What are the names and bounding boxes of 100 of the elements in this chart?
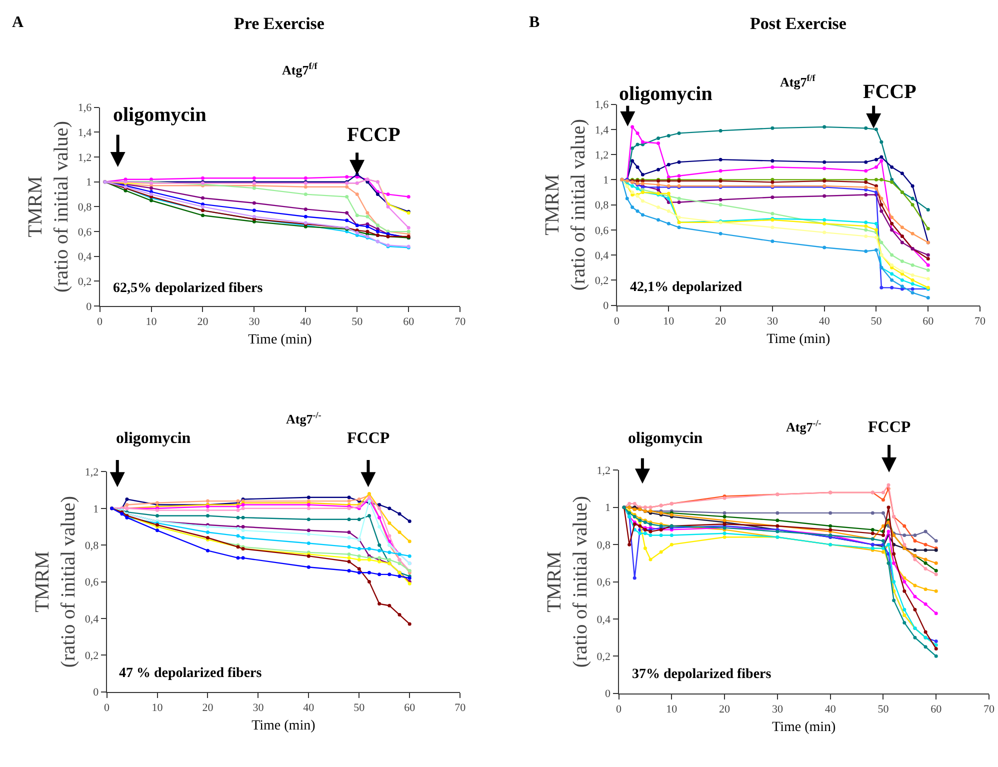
x-tick-label: 50 <box>878 704 890 716</box>
point <box>386 204 390 208</box>
point <box>902 534 906 538</box>
point <box>388 572 392 576</box>
point <box>913 539 917 543</box>
point <box>406 226 410 230</box>
x-tick-label: 70 <box>984 704 996 716</box>
point <box>357 570 361 574</box>
point <box>910 273 914 277</box>
point <box>890 165 894 169</box>
point <box>880 140 884 144</box>
x-tick-label: 50 <box>354 702 366 714</box>
point <box>366 214 370 218</box>
x-tick-label: 10 <box>152 702 164 714</box>
point <box>630 146 634 150</box>
y-tick-label: 0 <box>605 688 612 700</box>
y-axis-title: TMRM (ratio of initial value) <box>543 496 592 668</box>
y-tick-label: 0 <box>93 686 100 699</box>
point <box>910 203 914 207</box>
point <box>306 506 310 510</box>
point <box>306 528 310 532</box>
point <box>776 518 780 522</box>
point <box>934 572 938 576</box>
point <box>656 218 660 222</box>
y-tick-label: 0,4 <box>594 250 610 262</box>
point <box>643 532 647 536</box>
point <box>718 203 722 207</box>
point <box>880 178 884 182</box>
point <box>150 186 154 190</box>
point <box>722 535 726 539</box>
point <box>913 584 917 588</box>
point <box>722 514 726 518</box>
point <box>150 198 154 202</box>
point <box>367 580 371 584</box>
point <box>366 211 370 215</box>
point <box>640 213 644 217</box>
point <box>398 562 402 566</box>
point <box>636 165 640 169</box>
x-tick-label: 40 <box>303 702 315 714</box>
point <box>880 155 884 159</box>
point <box>125 497 129 501</box>
point <box>870 528 874 532</box>
text: Post Exercise <box>750 14 847 33</box>
y-tick-label: 1 <box>605 502 611 514</box>
point <box>913 636 917 640</box>
point <box>900 284 904 288</box>
point <box>648 534 652 538</box>
point <box>902 608 906 612</box>
point <box>874 222 878 226</box>
point <box>822 160 826 164</box>
point <box>910 282 914 286</box>
point <box>864 169 868 173</box>
x-axis-title: Time (min) <box>772 720 836 735</box>
point <box>206 548 210 552</box>
point <box>924 587 928 591</box>
point <box>378 572 382 576</box>
point <box>886 483 890 487</box>
point <box>388 521 392 525</box>
point <box>770 165 774 169</box>
point <box>900 278 904 282</box>
point <box>718 232 722 236</box>
point <box>934 561 938 565</box>
point <box>874 128 878 132</box>
point <box>388 558 392 562</box>
point <box>677 174 681 178</box>
point <box>156 514 160 518</box>
x-tick-label: 50 <box>352 316 364 328</box>
text: A <box>12 14 24 31</box>
point <box>367 547 371 551</box>
x-tick-label: 20 <box>715 315 727 328</box>
x-tick-label: 10 <box>663 315 675 328</box>
point <box>376 192 380 196</box>
x-tick-label: 40 <box>300 316 312 328</box>
point <box>864 220 868 224</box>
x-tick-label: 30 <box>248 316 260 328</box>
point <box>640 172 644 176</box>
point <box>630 206 634 210</box>
y-axis-title: TMRM (ratio of initial value) <box>541 118 590 291</box>
y-tick-label: 0,2 <box>596 651 611 664</box>
point <box>890 180 894 184</box>
point <box>770 159 774 163</box>
point <box>306 565 310 569</box>
point <box>890 272 894 276</box>
point <box>926 277 930 281</box>
point <box>378 502 382 506</box>
point <box>890 253 894 257</box>
annotation: 42,1% depolarized <box>630 280 742 295</box>
text: FCCP <box>868 419 911 436</box>
point <box>636 209 640 213</box>
point <box>770 126 774 130</box>
point <box>881 534 885 538</box>
point <box>934 568 938 572</box>
point <box>770 226 774 230</box>
point <box>241 556 245 560</box>
y-tick-label: 0 <box>86 300 92 313</box>
point <box>900 260 904 264</box>
point <box>306 532 310 536</box>
point <box>638 532 642 536</box>
point <box>924 530 928 534</box>
text: oligomycin <box>628 430 703 447</box>
